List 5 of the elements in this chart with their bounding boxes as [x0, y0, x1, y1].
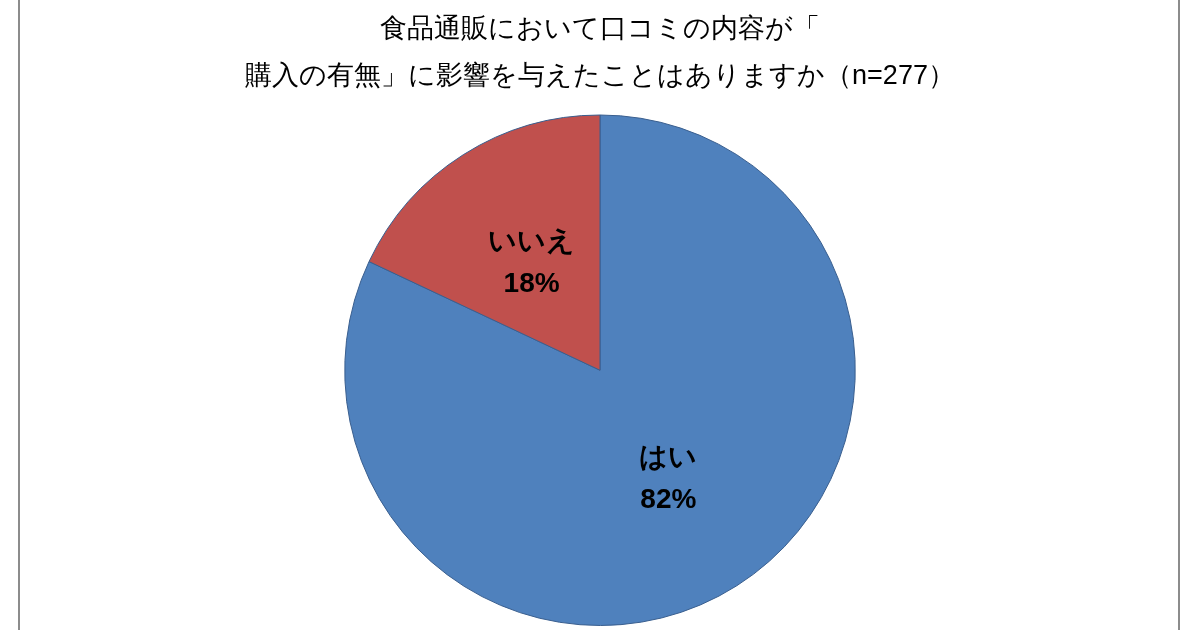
slice-label: いいえ [488, 225, 576, 257]
chart-title: 食品通販において口コミの内容が「購入の有無」に影響を与えたことはありますか（n=277） [245, 13, 955, 91]
data-label: 82% [640, 482, 697, 514]
data-label: 18% [503, 267, 560, 299]
slice-label: はい [639, 440, 698, 472]
